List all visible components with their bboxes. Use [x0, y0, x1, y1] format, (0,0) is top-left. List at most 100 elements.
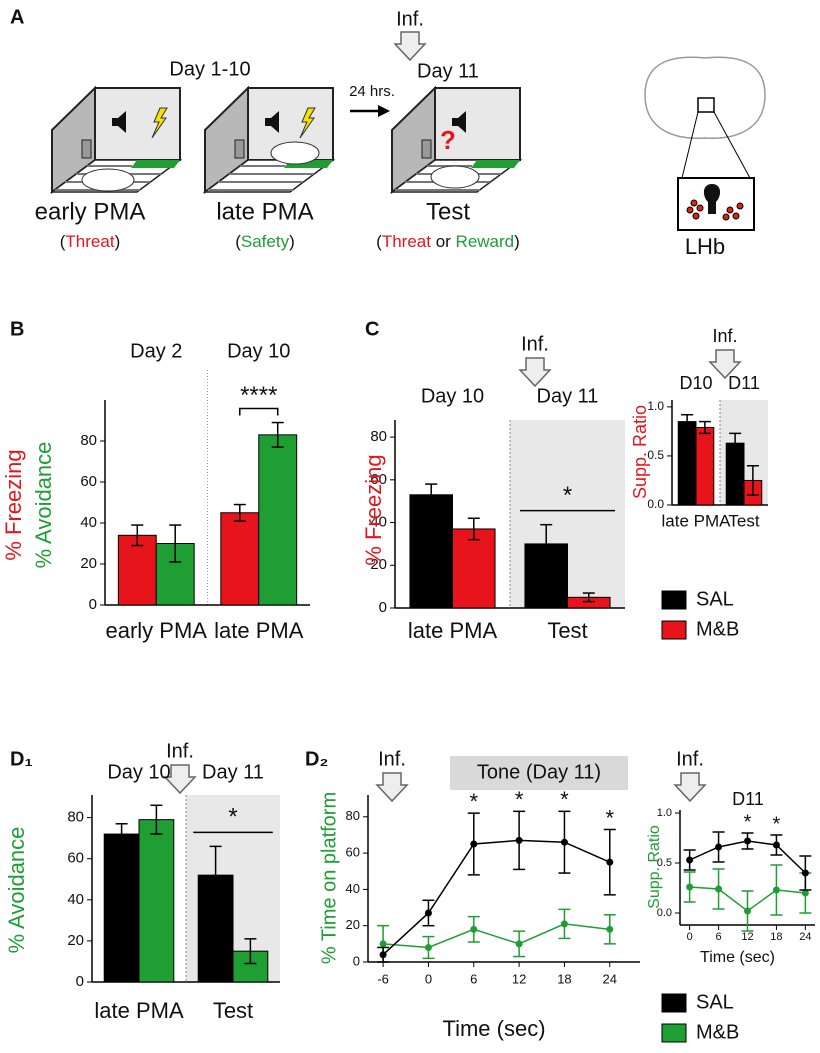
region-label: LHb	[685, 234, 725, 259]
infusion-arrow	[163, 764, 197, 795]
y-tick-label: 40	[80, 514, 97, 531]
legend-label: SAL	[696, 991, 734, 1013]
zoom-box	[697, 97, 715, 113]
note-part: Safety	[241, 232, 290, 251]
point	[744, 837, 751, 845]
chart-title: D11	[732, 789, 764, 809]
y-tick-label: 0	[89, 596, 97, 613]
point	[686, 856, 694, 864]
y-tick-label: 0.5	[647, 448, 664, 462]
condition-label: early PMA	[35, 198, 146, 225]
point	[772, 886, 780, 894]
phase-label: Day 11	[202, 761, 264, 783]
y-tick-label: 40	[346, 881, 360, 896]
chamber	[204, 87, 334, 193]
bar	[258, 434, 298, 606]
x-tick-label: 24	[603, 971, 617, 986]
note-part: )	[115, 232, 121, 251]
x-axis-label: Time (sec)	[700, 949, 775, 966]
x-tick-label: late PMA	[94, 998, 184, 1023]
rat	[270, 141, 320, 165]
panel-label: A	[10, 6, 24, 28]
x-tick-label: Test	[728, 511, 759, 530]
delay-arrowhead	[378, 105, 390, 117]
point	[744, 907, 751, 915]
bar	[409, 494, 454, 609]
ventricle	[703, 184, 721, 214]
series-line	[382, 839, 611, 956]
y-tick-label: 0.5	[657, 857, 672, 869]
question-mark: ?	[440, 125, 456, 155]
significance-label: *	[605, 805, 614, 830]
note-part: (	[235, 232, 241, 251]
y-tick-label: 0.0	[647, 497, 664, 511]
x-tick-label: 6	[470, 971, 477, 986]
infusion-label: Inf.	[166, 740, 194, 762]
significance-label: *	[563, 482, 572, 509]
phase-label: D11	[728, 373, 760, 393]
significance-bracket	[239, 407, 279, 416]
y-tick-label: 60	[346, 845, 360, 860]
x-tick-label: Test	[547, 618, 587, 643]
y-axis-label: Supp. Ratio	[630, 405, 650, 499]
phase-label: Day 2	[130, 340, 182, 362]
point	[772, 841, 780, 849]
bar	[695, 426, 715, 506]
x-tick-label: late PMA	[408, 618, 498, 643]
y-tick-label: 80	[346, 808, 360, 823]
point	[560, 838, 568, 846]
panel-label: B	[10, 318, 24, 340]
significance-label: ****	[240, 382, 277, 409]
note-part: Reward	[456, 232, 515, 251]
point	[424, 943, 432, 951]
note-part: (	[60, 232, 66, 251]
infusion-label: Inf.	[676, 748, 704, 770]
condition-label: Test	[426, 198, 470, 225]
y-axis-label: % Freezing	[361, 454, 386, 565]
infusion-label: Inf.	[712, 326, 737, 346]
point	[686, 883, 694, 891]
y-tick-label: 40	[67, 891, 84, 908]
site	[732, 212, 740, 220]
site	[726, 206, 734, 214]
delay-label: 24 hrs.	[349, 83, 395, 100]
site	[686, 206, 694, 214]
condition-note: (Safety)	[235, 232, 295, 251]
y-tick-label: 20	[67, 932, 84, 949]
legend-label: M&B	[696, 1021, 739, 1043]
point	[606, 925, 614, 933]
y-tick-label: 0	[76, 973, 84, 990]
infusion-arrow	[518, 357, 552, 388]
point	[515, 836, 523, 844]
y-tick-label: 80	[370, 428, 387, 445]
condition-label: late PMA	[216, 198, 313, 225]
bar	[117, 534, 157, 606]
y-tick-label: 60	[370, 471, 387, 488]
y-tick-label: 0	[379, 599, 387, 616]
note-part: or	[431, 232, 456, 251]
point	[715, 843, 723, 851]
legend-swatch	[661, 1023, 687, 1043]
tone-box	[450, 756, 628, 790]
tone-label: Tone (Day 11)	[477, 761, 601, 783]
x-tick-label: early PMA	[106, 618, 208, 643]
site	[736, 202, 744, 210]
x-tick-label: 12	[512, 971, 526, 986]
infusion-arrow	[673, 772, 707, 803]
significance-label: *	[228, 804, 237, 831]
point	[560, 920, 568, 928]
zoom-line	[681, 111, 699, 179]
bar	[103, 833, 140, 983]
x-tick-label: 24	[799, 931, 811, 943]
infusion-label: Inf.	[396, 8, 424, 30]
note-part: )	[289, 232, 295, 251]
bar	[677, 421, 697, 506]
y-tick-label: 0	[353, 953, 360, 968]
note-part: Threat	[65, 232, 114, 251]
phase-label: Day 10	[107, 761, 170, 783]
y-axis-label: % Avoidance	[31, 442, 56, 569]
y-tick-label: 20	[80, 555, 97, 572]
site	[722, 213, 730, 221]
y-tick-label: 20	[346, 917, 360, 932]
